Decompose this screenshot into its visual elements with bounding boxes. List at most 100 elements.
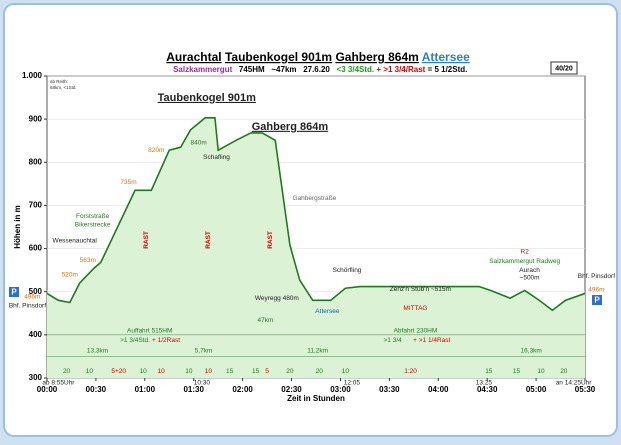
annotation: 20 [560, 368, 568, 375]
annotation: MITTAG [403, 305, 427, 312]
parking-icon [9, 287, 19, 297]
annotation: Gahberg 864m [252, 121, 329, 133]
title-part: Taubenkogel 901m [225, 50, 332, 64]
title-part: Aurachtal [166, 50, 221, 64]
annotation: 5+20 [111, 368, 126, 375]
annotation: 10 [140, 368, 148, 375]
annotation: Bhf. Pinsdorf [9, 303, 46, 310]
annotation: 10 [185, 368, 193, 375]
annotation: 20 [316, 368, 324, 375]
annotation: 563m [80, 257, 96, 264]
annotation: 15 [485, 368, 493, 375]
annotation: Bikerstrecke [75, 222, 111, 229]
annotation: Weyregg 480m [255, 295, 299, 302]
annotation: 10 [205, 368, 213, 375]
annotation: Attersee [315, 308, 340, 315]
x-tick-label: 02:00 [232, 385, 253, 394]
annotation: 496m [24, 294, 40, 301]
annotation: ~500m [520, 275, 540, 282]
annotation: 12:05 [344, 379, 361, 386]
annotation: Auffahrt 515HM [127, 328, 172, 335]
x-tick-label: 04:00 [428, 385, 449, 394]
annotation: 10:30 [194, 379, 211, 386]
y-tick-label: 800 [29, 157, 43, 166]
x-tick-label: 01:00 [135, 385, 156, 394]
note: ab Reith: [50, 79, 68, 84]
annotation: Wessenauchtal [53, 238, 98, 245]
subtitle-part: >1 3/4/Rast [383, 65, 425, 74]
title-part: Gahberg 864m [335, 50, 418, 64]
annotation: R2 [521, 249, 530, 256]
parking-label: P [11, 288, 17, 297]
annotation: 16,3km [521, 348, 542, 355]
subtitle-part: + [376, 65, 381, 74]
annotation: 47km [258, 317, 274, 324]
note: 68km, <1Std. [50, 85, 77, 90]
annotation: 10 [342, 368, 350, 375]
subtitle-part: ~47km [271, 65, 296, 74]
x-tick-label: 03:00 [330, 385, 351, 394]
badge-box [550, 61, 578, 75]
annotation: 20 [286, 368, 294, 375]
annotation: + 1/2Rast [152, 337, 180, 344]
annotation: + >1 1/4Rast [413, 337, 450, 344]
annotation: >1 3/4Std. [120, 337, 150, 344]
annotation: Abfahrt 230HM [394, 328, 438, 335]
profile-line [46, 117, 586, 312]
annotation: Bhf. Pinsdorf [578, 273, 615, 280]
annotation: 10 [86, 368, 94, 375]
annotation: 20 [63, 368, 71, 375]
annotation: Zenz'n Stub'n ~515m [390, 286, 451, 293]
y-axis-label: Höhen in m [13, 205, 22, 249]
annotation: 15 [252, 368, 260, 375]
annotation: 840m [190, 140, 206, 147]
annotation: Forststraße [76, 213, 110, 220]
y-tick-label: 900 [29, 114, 43, 123]
annotation: ab 8:55Uhr [42, 379, 75, 386]
subtitle: Salzkammergut 745HM ~47km 27.6.20 <3 3/4… [162, 65, 474, 74]
title-part: Attersee [422, 50, 470, 64]
x-tick-label: 03:30 [379, 385, 400, 394]
y-tick-label: 600 [29, 244, 43, 253]
annotation: 10 [537, 368, 545, 375]
annotation: Schafling [203, 154, 230, 161]
x-axis-label: Zeit in Stunden [287, 394, 345, 403]
annotation: >1 3/4 [383, 337, 402, 344]
y-tick-label: 700 [29, 201, 43, 210]
annotation: Aurach [519, 267, 540, 274]
x-tick-label: 01:30 [183, 385, 204, 394]
annotation: 1:20 [404, 368, 417, 375]
annotation: 520m [62, 272, 78, 279]
annotation: 10 [158, 368, 166, 375]
subtitle-part: <3 3/4Std. [337, 65, 375, 74]
badge: 40/20 [555, 65, 573, 72]
annotation: Schörfling [333, 267, 362, 274]
chart-title: Aurachtal Taubenkogel 901m Gahberg 864m … [166, 50, 470, 64]
y-tick-label: 1.000 [22, 71, 43, 80]
subtitle-part: 27.6.20 [303, 65, 330, 74]
annotation: RAST [143, 231, 150, 249]
subtitle-part: = 5 1/2Std. [428, 65, 468, 74]
x-tick-label: 00:00 [37, 385, 58, 394]
annotation: 496m [588, 287, 604, 294]
subtitle-part: 745HM [239, 65, 265, 74]
plot: 300 400 500 600 700 800 900 1.000 00:00 00:30 01:0… [9, 71, 615, 394]
annotation: 11,2km [307, 348, 328, 355]
annotation: 5 [265, 368, 269, 375]
annotation: 5,7km [195, 348, 213, 355]
annotation: 13,3km [87, 348, 108, 355]
annotation: an 14:25Uhr [556, 379, 593, 386]
x-tick-label: 05:00 [526, 385, 547, 394]
annotation: 13:25 [476, 379, 493, 386]
x-tick-label: 00:30 [86, 385, 107, 394]
parking-icon [592, 295, 602, 305]
y-tick-label: 300 [29, 373, 43, 382]
y-tick-label: 500 [29, 287, 43, 296]
annotation: Salzkammergut Radweg [489, 258, 560, 265]
annotation: 15 [226, 368, 234, 375]
annotation: Gahbergstraße [293, 195, 337, 202]
annotation: Taubenkogel 901m [158, 92, 256, 104]
annotation: 15 [513, 368, 521, 375]
